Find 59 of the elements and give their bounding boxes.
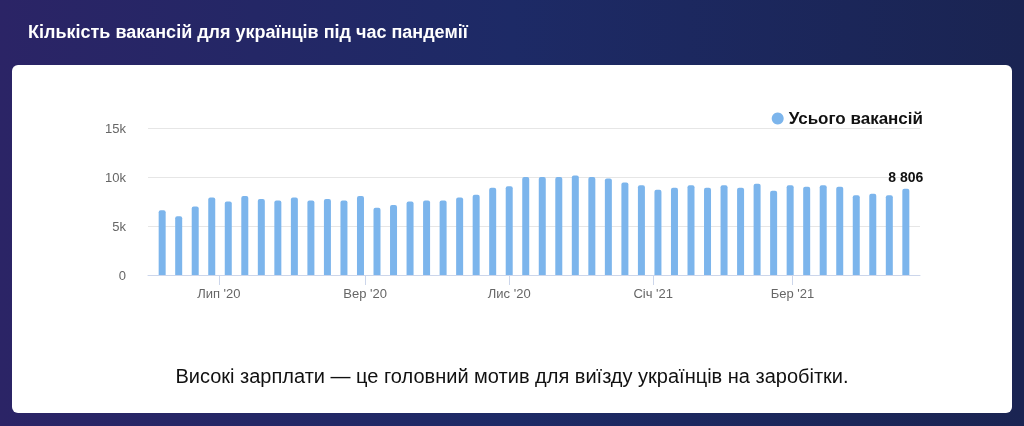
x-tick-label: Вер '20	[343, 286, 388, 301]
bar	[753, 183, 761, 275]
bar	[390, 204, 398, 275]
bar	[737, 187, 745, 275]
bar	[241, 196, 249, 275]
bar	[423, 200, 431, 275]
bar	[505, 186, 513, 275]
bar	[704, 187, 712, 275]
data-label: 8 806	[888, 168, 924, 185]
bar	[786, 185, 794, 275]
bar	[158, 210, 166, 275]
text: Високі зарплати — це головний мотив для виїзду українців на заробітки.	[174, 365, 850, 388]
bar	[224, 201, 232, 275]
bar	[406, 201, 414, 275]
bar	[456, 197, 464, 275]
bar	[852, 195, 860, 275]
bar	[604, 178, 612, 275]
bar	[323, 199, 331, 275]
bar	[836, 186, 844, 275]
bar	[621, 182, 629, 275]
bar	[472, 194, 480, 275]
bar	[687, 185, 695, 275]
bar	[191, 206, 199, 275]
bar	[522, 177, 530, 275]
bar	[720, 185, 728, 275]
bar	[356, 196, 364, 275]
bar	[902, 188, 910, 275]
bar	[588, 177, 596, 275]
bar	[373, 207, 381, 275]
bar	[340, 200, 348, 275]
bar	[307, 200, 315, 275]
bar	[571, 175, 579, 275]
bar	[489, 187, 497, 275]
bar	[803, 186, 811, 275]
y-tick-label: 5k	[112, 218, 127, 234]
y-tick-label: 0	[118, 267, 126, 283]
bar	[439, 200, 447, 275]
bar	[290, 197, 298, 275]
bar	[538, 177, 546, 275]
bar	[175, 216, 183, 275]
bar	[654, 189, 662, 275]
bar	[770, 190, 778, 275]
bar	[274, 200, 282, 275]
bar	[555, 177, 563, 275]
y-tick-label: 10k	[105, 169, 127, 185]
x-tick-label: Лис '20	[487, 286, 531, 301]
bar	[257, 199, 265, 275]
bar	[885, 195, 893, 275]
bar	[869, 193, 877, 275]
chart-title: Кількість вакансій для українців під час пандемії	[28, 22, 468, 43]
bar	[637, 185, 645, 275]
bar	[208, 197, 216, 275]
x-tick-label: Бер '21	[770, 286, 815, 301]
x-tick-label: Лип '20	[197, 286, 241, 301]
y-tick-label: 15k	[105, 120, 127, 136]
bar	[819, 185, 827, 275]
x-tick-label: Січ '21	[633, 286, 674, 301]
legend-label: Усього вакансій	[788, 109, 924, 128]
bar	[670, 187, 678, 275]
